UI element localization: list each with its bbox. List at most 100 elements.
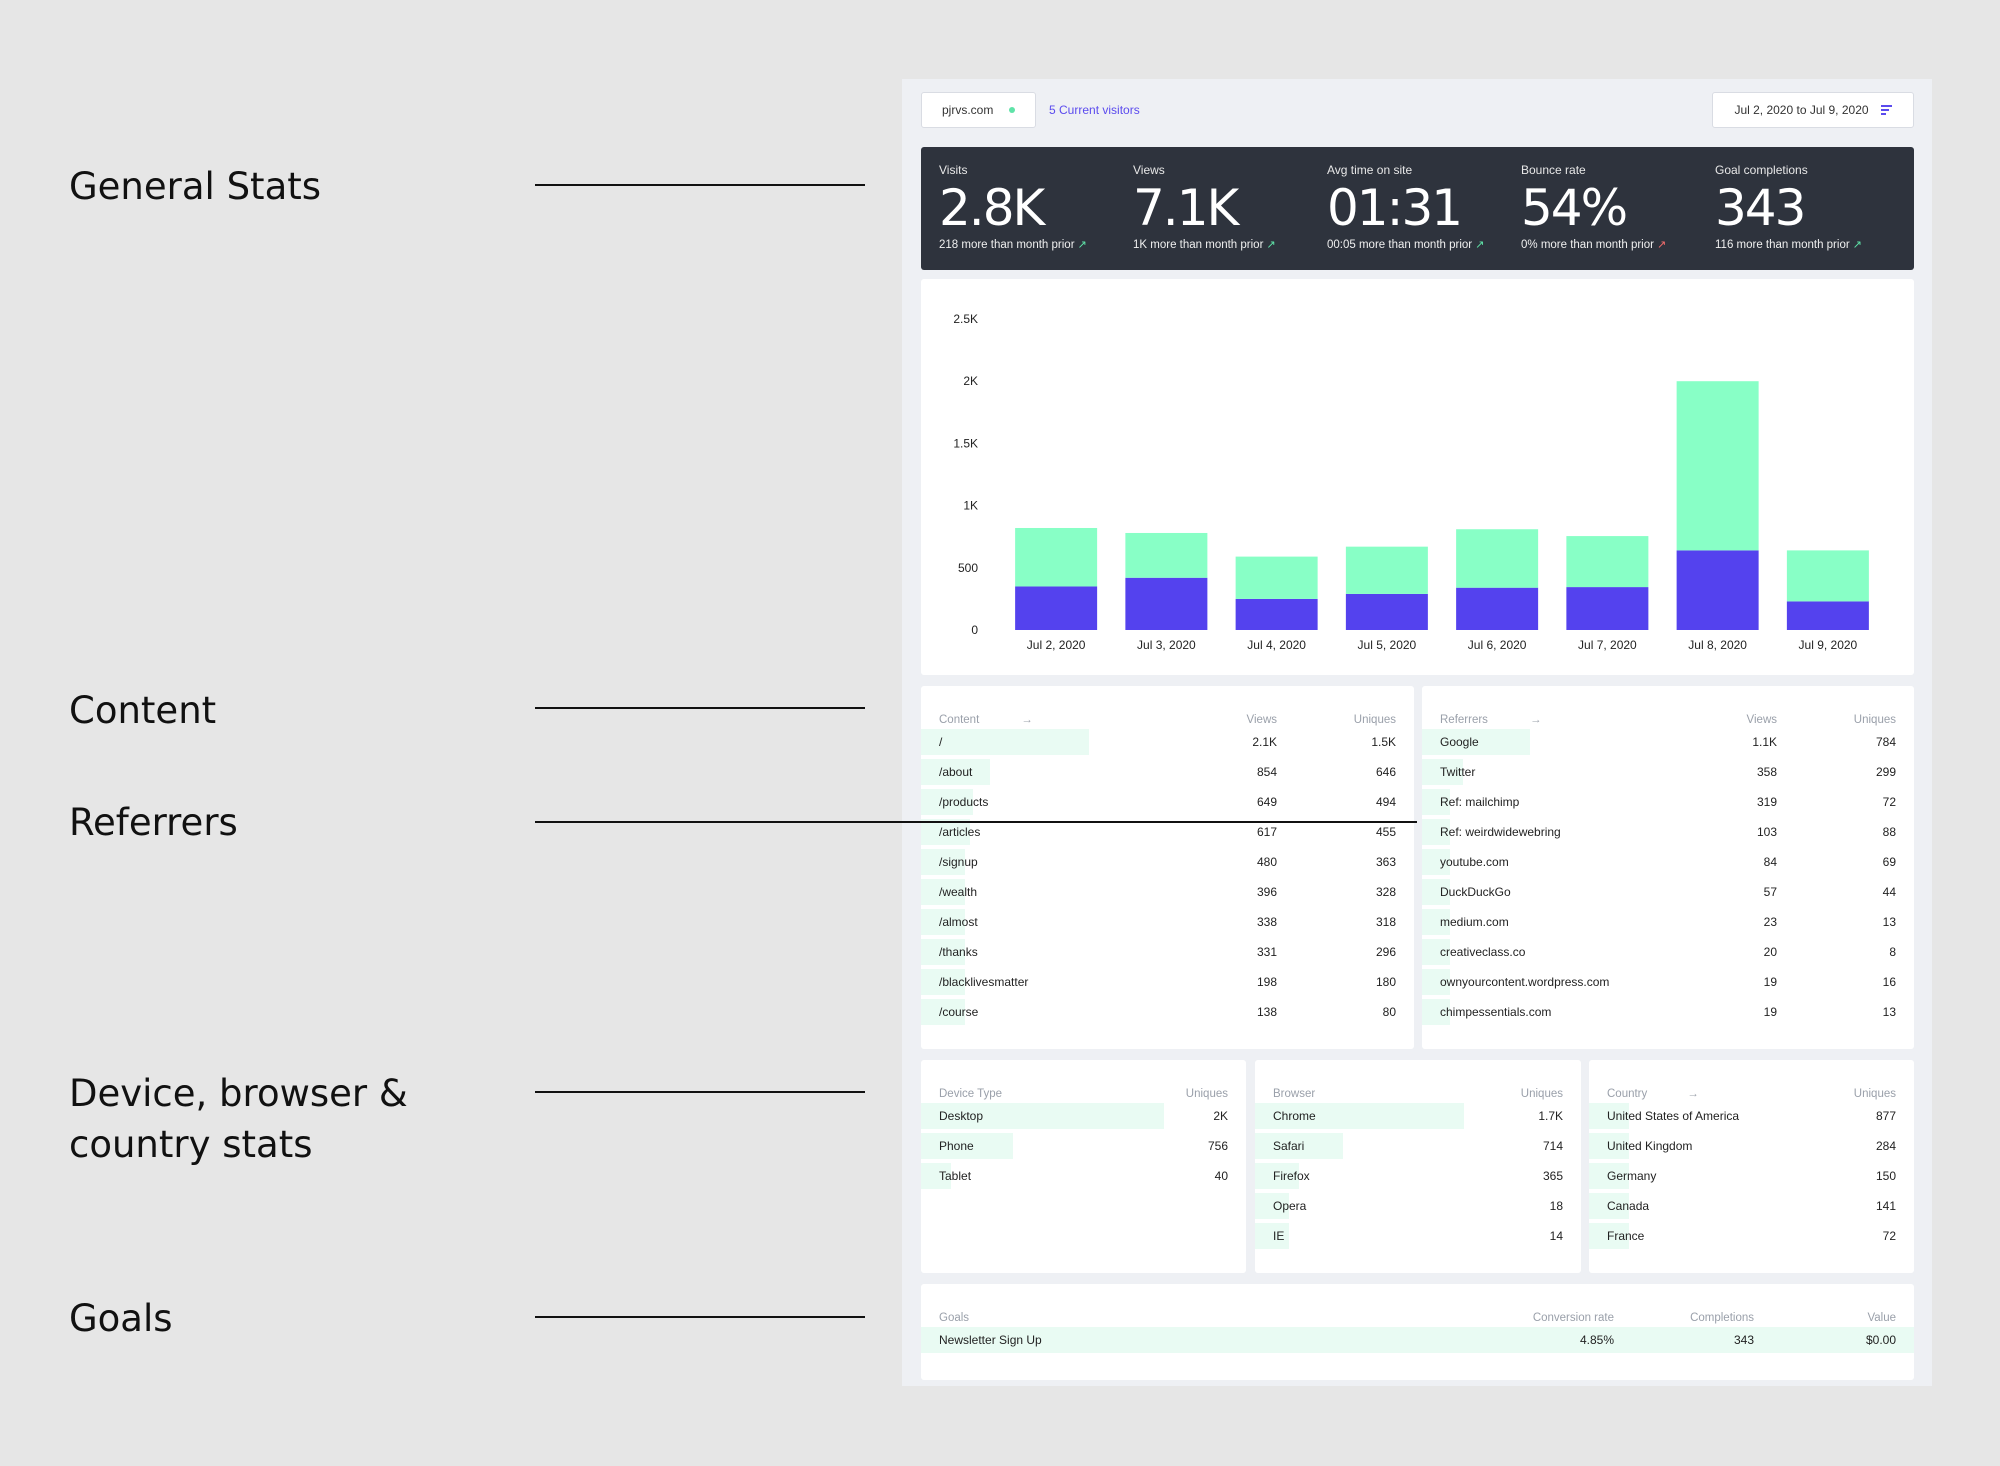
row-label[interactable]: Phone: [939, 1139, 974, 1153]
annotation-line-content: [535, 707, 865, 709]
row-label[interactable]: ownyourcontent.wordpress.com: [1440, 975, 1610, 989]
table-header-country[interactable]: Country →: [1607, 1088, 1699, 1100]
stat-value: 343: [1715, 179, 1806, 237]
row-label[interactable]: /signup: [939, 855, 978, 869]
stat-delta: 0% more than month prior ↗: [1521, 239, 1667, 251]
row-label[interactable]: Germany: [1607, 1169, 1657, 1183]
row-share-bar: [921, 969, 965, 995]
row-value: 1.5K: [1371, 735, 1396, 749]
table-header-goals[interactable]: Goals: [939, 1312, 969, 1324]
row-label[interactable]: /products: [939, 795, 989, 809]
bar-segment-uniques: [1125, 577, 1208, 630]
arrow-right-icon[interactable]: →: [1021, 714, 1033, 726]
arrow-right-icon[interactable]: →: [1687, 1088, 1699, 1100]
row-label[interactable]: Ref: mailchimp: [1440, 795, 1520, 809]
annotation-line-referrers: [535, 821, 1417, 823]
row-value: 649: [1256, 795, 1277, 809]
bar-segment-views: [1786, 550, 1869, 602]
row-value: 19: [1763, 975, 1777, 989]
row-value: 328: [1375, 885, 1396, 899]
bar-segment-uniques: [1676, 550, 1759, 630]
row-share-bar: [1589, 1163, 1629, 1189]
row-label[interactable]: /articles: [939, 825, 981, 839]
row-value: 88: [1882, 825, 1896, 839]
row-label[interactable]: medium.com: [1440, 915, 1509, 929]
y-tick-label: 1.5K: [953, 436, 978, 450]
row-value: 2K: [1213, 1109, 1228, 1123]
row-label[interactable]: /almost: [939, 915, 978, 929]
visits-chart-card: 0 500 1K 1.5K 2K 2.5K Jul 2, 2020 Jul 3, 2020 Ju…: [921, 279, 1914, 675]
row-value: 358: [1756, 765, 1777, 779]
x-tick-label: Jul 5, 2020: [1358, 638, 1417, 652]
table-header-content[interactable]: Content →: [939, 714, 1033, 726]
row-label[interactable]: France: [1607, 1229, 1645, 1243]
table-header-ref[interactable]: Referrers →: [1440, 714, 1541, 726]
table-header-browser[interactable]: Browser: [1273, 1088, 1315, 1100]
row-label[interactable]: Google: [1440, 735, 1479, 749]
row-value: 714: [1542, 1139, 1563, 1153]
row-label[interactable]: creativeclass.co: [1440, 945, 1526, 959]
row-share-bar: [921, 879, 965, 905]
row-share-bar: [1422, 759, 1464, 785]
row-label[interactable]: /: [939, 735, 943, 749]
row-share-bar: [1589, 1223, 1629, 1249]
row-label[interactable]: Ref: weirdwidewebring: [1440, 825, 1561, 839]
stat-label: Bounce rate: [1521, 163, 1586, 177]
column-header: Uniques: [1520, 1088, 1563, 1100]
browser-card: Browser Uniques Chrome 1.7K Safari 714 Firefox…: [1255, 1060, 1581, 1273]
date-range-picker[interactable]: Jul 2, 2020 to Jul 9, 2020: [1712, 92, 1914, 128]
row-share-bar: [921, 1103, 1164, 1129]
row-label[interactable]: Opera: [1273, 1199, 1307, 1213]
row-label[interactable]: Twitter: [1440, 765, 1476, 779]
row-label[interactable]: United States of America: [1607, 1109, 1740, 1123]
row-value: 141: [1875, 1199, 1896, 1213]
referrers-table-card: Referrers → Views Uniques Google 1.1K 784 Twitt…: [1422, 686, 1914, 1049]
arrow-up-icon: ↗: [1475, 239, 1485, 251]
row-label[interactable]: chimpessentials.com: [1440, 1005, 1552, 1019]
row-label[interactable]: United Kingdom: [1607, 1139, 1693, 1153]
row-label[interactable]: Safari: [1273, 1139, 1305, 1153]
stat-views[interactable]: Views 7.1K 1K more than month prior ↗: [1133, 163, 1323, 251]
stat-visits[interactable]: Visits 2.8K 218 more than month prior ↗: [939, 163, 1129, 251]
row-value: 80: [1382, 1005, 1396, 1019]
row-share-bar: [1422, 999, 1450, 1025]
row-value: 14: [1549, 1229, 1563, 1243]
row-value: $0.00: [1865, 1333, 1896, 1347]
stat-goal-completions[interactable]: Goal completions 343 116 more than month…: [1715, 163, 1905, 251]
row-share-bar: [921, 819, 970, 845]
x-tick-label: Jul 9, 2020: [1799, 638, 1858, 652]
site-selector[interactable]: pjrvs.com: [921, 92, 1036, 128]
y-tick-label: 1K: [963, 499, 978, 513]
row-label[interactable]: IE: [1273, 1229, 1285, 1243]
bar-segment-views: [1015, 527, 1098, 587]
row-label[interactable]: Chrome: [1273, 1109, 1316, 1123]
content-table-card: Content → Views Uniques / 2.1K 1.5K/about 854 64…: [921, 686, 1414, 1049]
row-label[interactable]: Firefox: [1273, 1169, 1310, 1183]
row-label[interactable]: youtube.com: [1440, 855, 1509, 869]
arrow-right-icon[interactable]: →: [1529, 714, 1542, 726]
row-share-bar: [921, 939, 965, 965]
stat-label: Goal completions: [1715, 163, 1808, 177]
row-label[interactable]: Newsletter Sign Up: [939, 1333, 1042, 1347]
row-label[interactable]: Desktop: [939, 1109, 984, 1123]
row-label[interactable]: Canada: [1607, 1199, 1650, 1213]
bar-segment-views: [1235, 556, 1318, 599]
row-label[interactable]: DuckDuckGo: [1440, 885, 1511, 899]
stat-avg-time[interactable]: Avg time on site 01:31 00:05 more than m…: [1327, 163, 1517, 251]
table-header-device[interactable]: Device Type: [939, 1088, 1002, 1100]
row-value: 646: [1375, 765, 1396, 779]
row-label[interactable]: /wealth: [939, 885, 978, 899]
row-share-bar: [1422, 939, 1450, 965]
row-label[interactable]: /about: [939, 765, 973, 779]
current-visitors-link[interactable]: 5 Current visitors: [1049, 103, 1140, 117]
table-header-label: Country: [1607, 1088, 1648, 1100]
row-share-bar: [921, 729, 1089, 755]
row-label[interactable]: /course: [939, 1005, 979, 1019]
row-label[interactable]: /thanks: [939, 945, 978, 959]
row-label[interactable]: Tablet: [939, 1169, 972, 1183]
row-value: 57: [1763, 885, 1777, 899]
stat-bounce-rate[interactable]: Bounce rate 54% 0% more than month prior…: [1521, 163, 1711, 251]
row-value: 69: [1882, 855, 1896, 869]
row-value: 72: [1882, 795, 1896, 809]
row-label[interactable]: /blacklivesmatter: [939, 975, 1029, 989]
